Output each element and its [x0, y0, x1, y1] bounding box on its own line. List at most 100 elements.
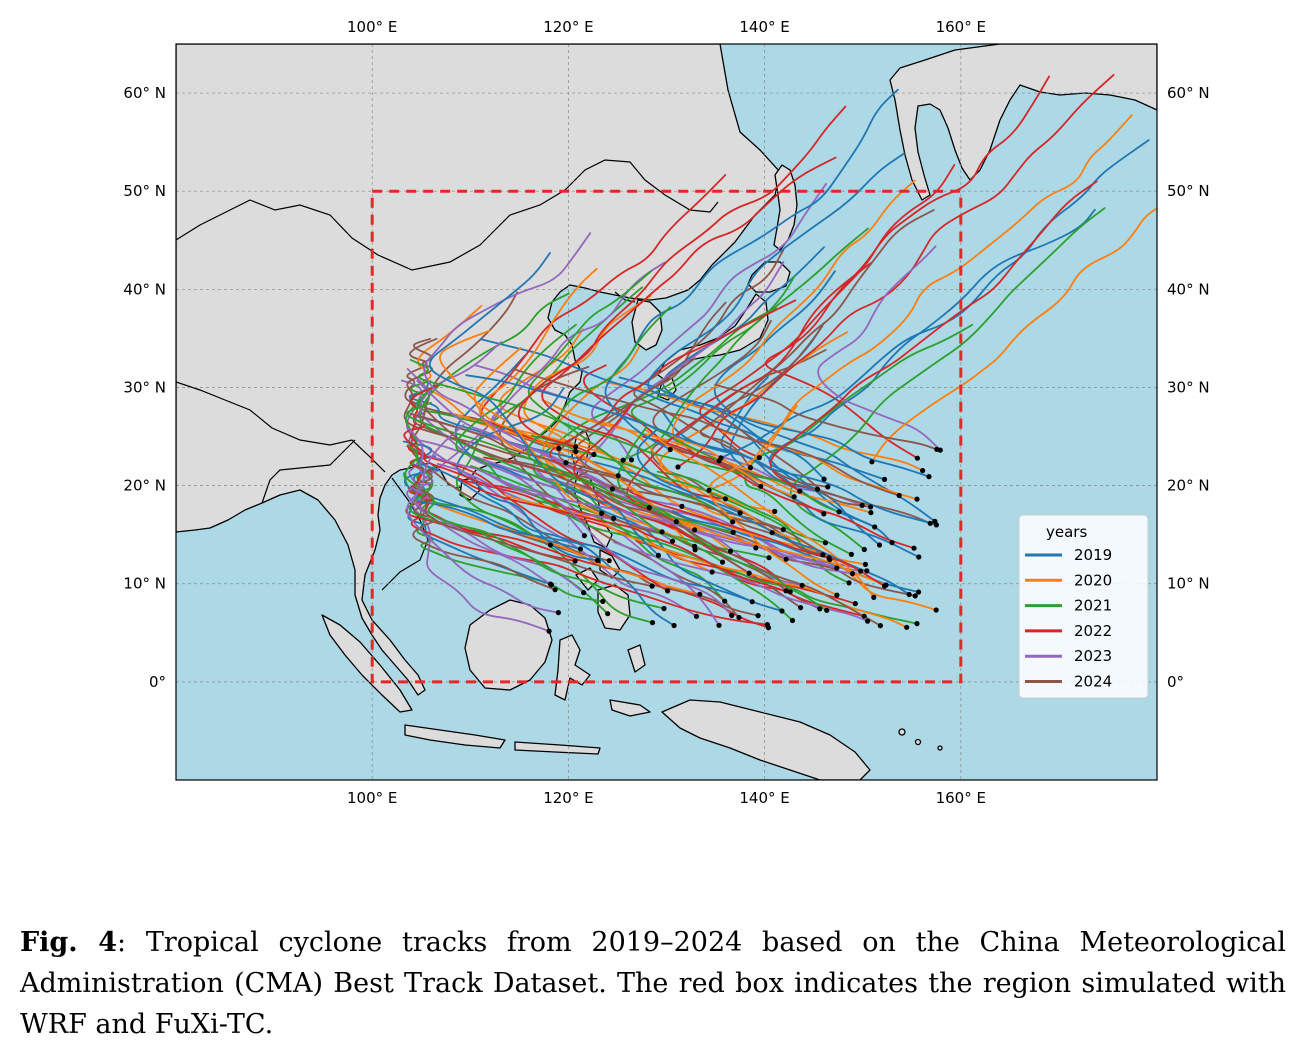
cyclone-track — [633, 249, 829, 488]
lat-tick-label: 20° N — [123, 477, 166, 495]
genesis-point — [675, 464, 681, 470]
genesis-point — [814, 486, 821, 492]
cyclone-track — [707, 404, 838, 596]
genesis-point — [573, 448, 579, 455]
lon-tick-label: 120° E — [543, 18, 593, 36]
genesis-point — [728, 548, 734, 554]
genesis-point — [820, 552, 826, 558]
genesis-point — [864, 568, 870, 574]
lat-tick-label: 40° N — [123, 280, 166, 298]
genesis-point — [620, 457, 626, 463]
country-borders — [176, 159, 719, 591]
lat-tick-label: 30° N — [123, 378, 166, 396]
cyclone-track — [413, 261, 666, 586]
genesis-point — [661, 605, 667, 612]
cyclone-track — [408, 382, 742, 514]
genesis-point — [659, 529, 665, 535]
genesis-point — [927, 520, 933, 526]
genesis-point — [914, 455, 921, 461]
cyclone-track — [714, 383, 938, 451]
lat-tick-label: 50° N — [123, 182, 166, 200]
cyclone-track — [647, 152, 905, 480]
genesis-point — [861, 546, 867, 553]
genesis-point — [692, 543, 698, 550]
cyclone-track — [699, 209, 935, 469]
cyclone-track — [512, 368, 901, 497]
genesis-point — [914, 496, 920, 502]
cyclone-track — [530, 434, 827, 544]
figure-caption: Fig. 4: Tropical cyclone tracks from 201… — [20, 922, 1286, 1045]
genesis-point — [933, 522, 940, 528]
cyclone-track — [517, 105, 847, 456]
cyclone-track — [713, 270, 936, 523]
genesis-point — [824, 607, 830, 613]
cyclone-track — [612, 541, 869, 622]
genesis-point — [871, 594, 877, 601]
cyclone-track — [677, 74, 1115, 468]
cyclone-track — [428, 455, 854, 575]
lon-tick-label: 100° E — [347, 18, 397, 36]
genesis-point — [836, 509, 842, 515]
genesis-point — [606, 558, 612, 564]
genesis-point — [852, 601, 858, 607]
lon-tick-label: 100° E — [347, 789, 397, 807]
genesis-point — [552, 587, 558, 593]
genesis-point — [747, 465, 754, 471]
genesis-point — [572, 558, 578, 564]
genesis-point — [764, 622, 771, 628]
cyclone-track — [630, 274, 796, 462]
genesis-point — [706, 487, 712, 493]
genesis-point — [722, 496, 729, 502]
cyclone-track — [503, 494, 908, 629]
legend: years 2019 2020 2021 2022 2023 2024 — [1018, 514, 1149, 699]
cyclone-track-map: 100° E 100° E 120° E 120° E 140° E 140° E 160°… — [123, 18, 1210, 807]
cyclone-track — [402, 440, 675, 627]
genesis-point — [729, 612, 735, 619]
genesis-point — [876, 542, 883, 548]
legend-entry-label: 2023 — [1074, 647, 1112, 665]
genesis-point — [848, 551, 855, 558]
cyclone-track — [871, 207, 1157, 463]
genesis-point — [628, 457, 635, 463]
cyclone-track — [636, 429, 911, 596]
lat-tick-label: 60° N — [123, 84, 166, 102]
lat-tick-label: 10° N — [123, 575, 166, 593]
legend-entry-label: 2019 — [1074, 546, 1112, 564]
genesis-point — [611, 515, 617, 522]
genesis-point — [581, 590, 587, 596]
genesis-point — [679, 503, 685, 509]
lat-tick-label: 10° N — [1167, 575, 1210, 593]
genesis-point — [799, 582, 805, 588]
cyclone-track — [465, 374, 938, 526]
caption-label: Fig. 4 — [20, 927, 118, 958]
legend-entry-label: 2021 — [1074, 597, 1112, 615]
legend-title: years — [1046, 523, 1087, 541]
cyclone-track — [541, 156, 837, 500]
genesis-point — [933, 607, 939, 613]
simulation-region-box — [370, 189, 963, 684]
genesis-point — [591, 451, 597, 458]
genesis-point — [737, 510, 743, 516]
cyclone-track — [527, 270, 734, 523]
genesis-point — [769, 530, 775, 536]
genesis-point — [861, 613, 867, 619]
lon-tick-label: 120° E — [543, 789, 593, 807]
genesis-point — [780, 527, 786, 533]
genesis-point — [555, 610, 562, 616]
cyclone-track — [626, 261, 872, 509]
lat-tick-label: 0° — [1167, 673, 1184, 691]
genesis-point — [766, 555, 772, 561]
genesis-point — [787, 589, 793, 595]
genesis-point — [753, 545, 759, 551]
genesis-point — [783, 588, 789, 594]
genesis-point — [667, 446, 673, 453]
genesis-point — [872, 524, 878, 530]
cyclone-track — [789, 207, 1106, 551]
genesis-point — [869, 459, 875, 465]
cyclone-track — [604, 88, 899, 451]
genesis-point — [547, 542, 554, 548]
cyclone-track — [644, 428, 875, 599]
cyclone-track — [480, 338, 886, 481]
genesis-point — [665, 588, 671, 594]
cyclone-track — [428, 252, 660, 557]
